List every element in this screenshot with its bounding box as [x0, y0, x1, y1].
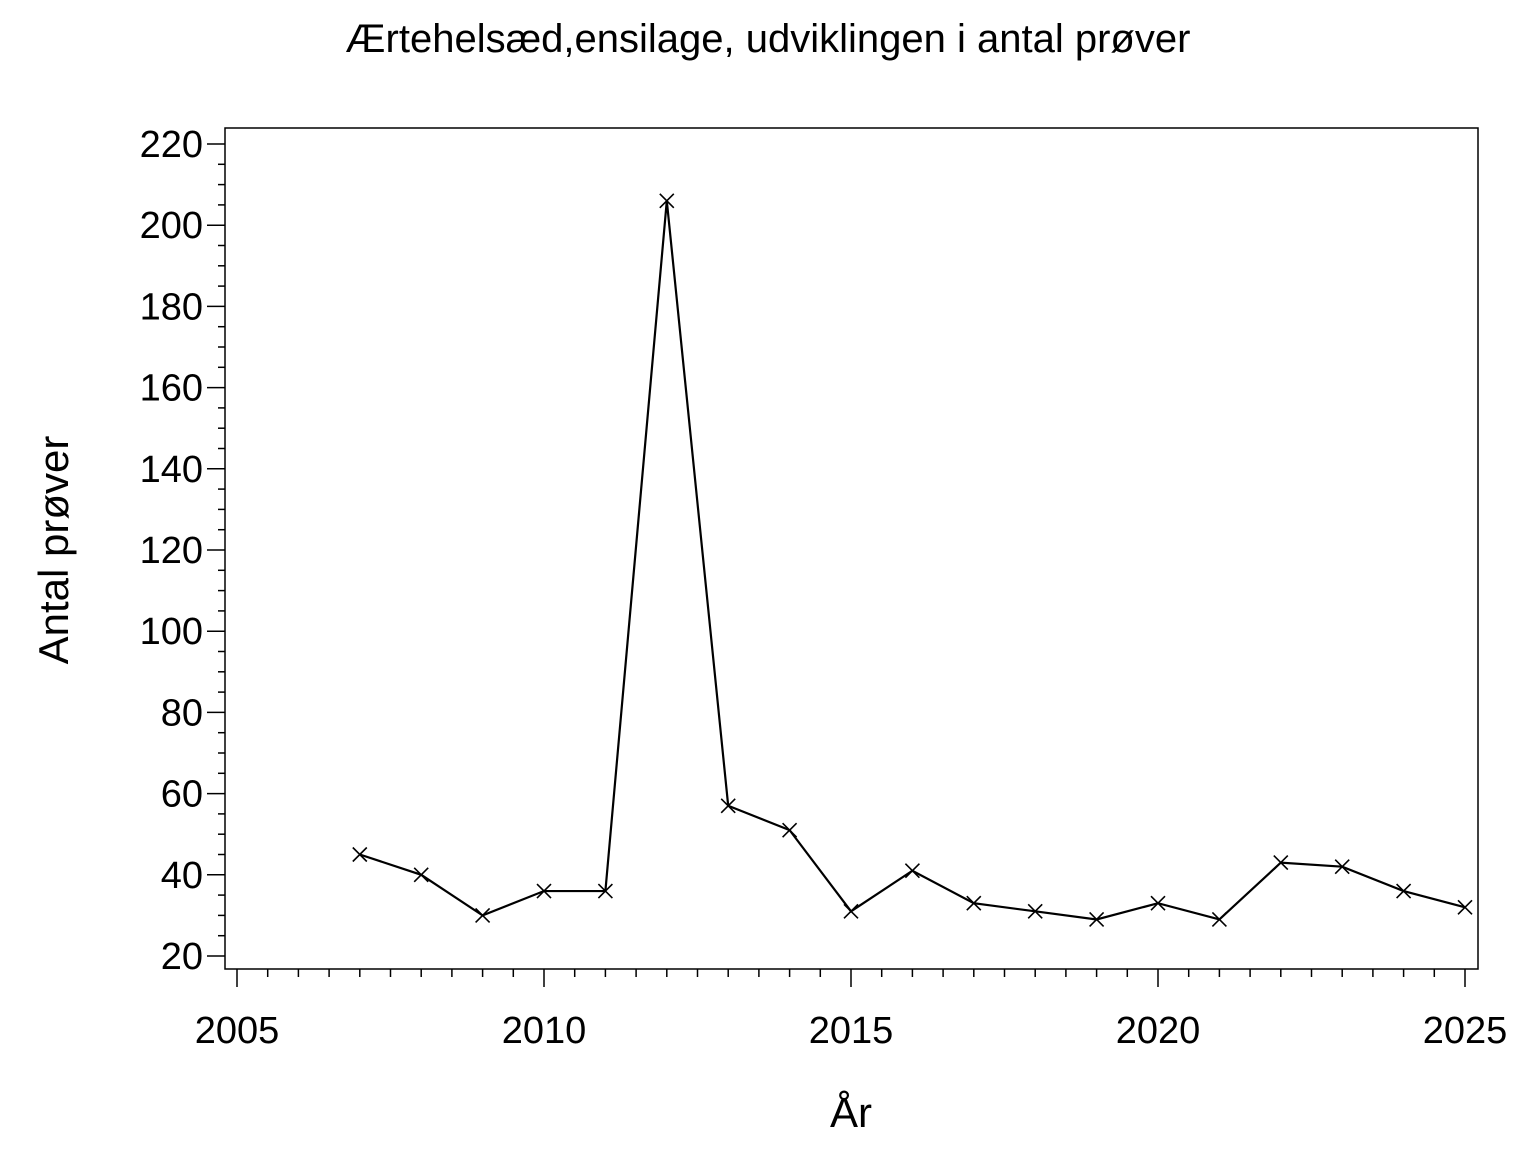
data-point-marker: [720, 798, 736, 814]
data-point-marker: [782, 822, 798, 838]
data-point-marker: [1089, 911, 1105, 928]
y-tick-label: 160: [140, 368, 203, 410]
y-tick-label: 140: [140, 449, 203, 491]
data-point-marker: [1027, 903, 1043, 919]
series-line: [359, 200, 1466, 921]
data-point-marker: [1457, 899, 1473, 915]
y-tick-label: 80: [161, 692, 203, 734]
chart-title: Ærtehelsæd,ensilage, udviklingen i antal…: [346, 17, 1191, 61]
x-axis-label: År: [830, 1089, 872, 1136]
y-axis: 20 40 60 80 100 120 140 160 180 200 220: [140, 124, 225, 978]
x-axis: 2005 2010 2015 2020 2025: [195, 969, 1508, 1052]
data-point-marker: [1150, 895, 1166, 911]
data-point-marker: [659, 193, 675, 209]
data-point-marker: [536, 883, 552, 899]
x-tick-label: 2015: [809, 1010, 894, 1052]
data-point-marker: [904, 863, 920, 879]
y-tick-label: 200: [140, 205, 203, 247]
data-point-marker: [413, 867, 429, 883]
data-point-marker: [966, 895, 982, 911]
data-point-marker: [843, 903, 859, 919]
data-point-marker: [352, 846, 368, 863]
x-tick-label: 2010: [502, 1010, 587, 1052]
plot-area: [224, 127, 1479, 970]
y-tick-label: 60: [161, 774, 203, 816]
x-tick-label: 2005: [195, 1010, 280, 1052]
y-tick-label: 40: [161, 855, 203, 897]
series-layer: [352, 193, 1473, 928]
x-tick-label: 2025: [1423, 1010, 1508, 1052]
y-axis-label: Antal prøver: [30, 436, 77, 665]
y-tick-label: 180: [140, 286, 203, 328]
data-point-marker: [475, 907, 491, 923]
x-tick-label: 2020: [1116, 1010, 1201, 1052]
data-point-marker: [1334, 859, 1350, 875]
data-point-marker: [1396, 883, 1412, 899]
y-tick-label: 100: [140, 611, 203, 653]
data-point-marker: [1211, 911, 1227, 928]
data-point-marker: [597, 883, 613, 899]
y-tick-label: 220: [140, 124, 203, 166]
y-tick-label: 120: [140, 530, 203, 572]
data-point-marker: [1273, 855, 1289, 871]
y-tick-label: 20: [161, 936, 203, 978]
